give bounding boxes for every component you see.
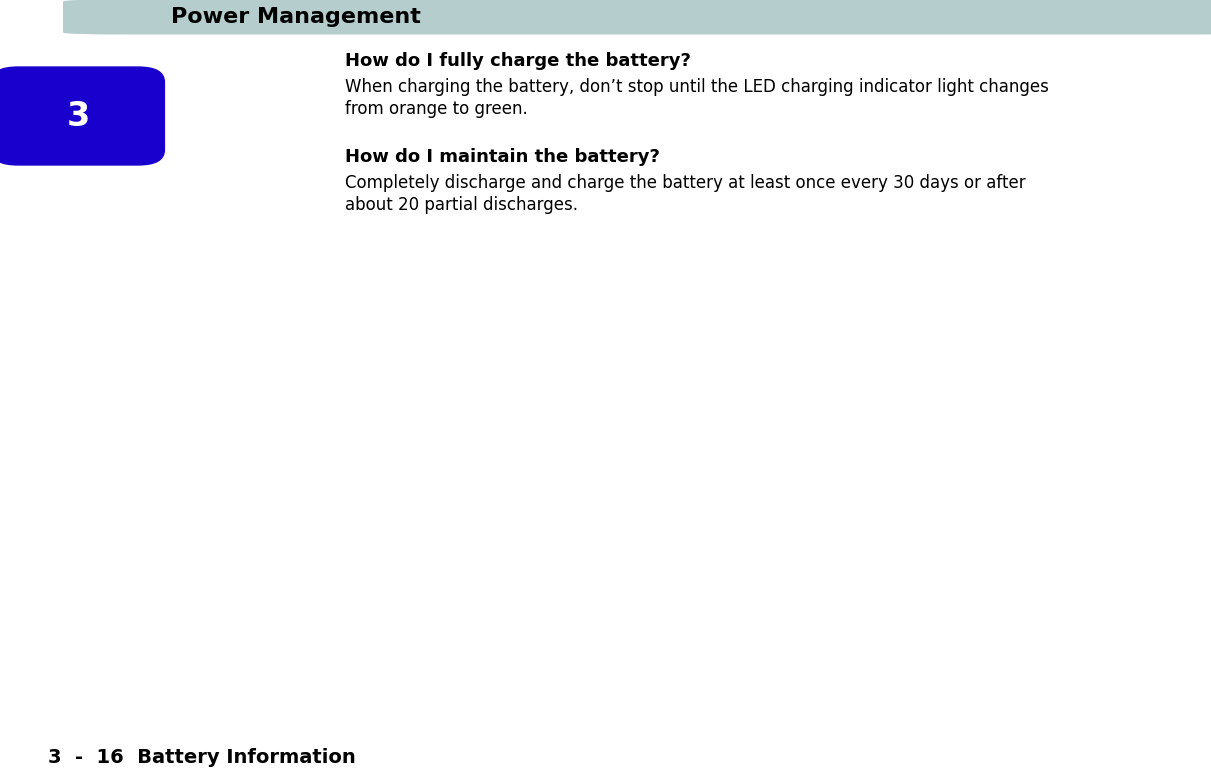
Text: about 20 partial discharges.: about 20 partial discharges. [345,196,578,214]
FancyBboxPatch shape [64,0,1211,34]
FancyBboxPatch shape [0,67,165,165]
Text: How do I fully charge the battery?: How do I fully charge the battery? [345,52,690,70]
Text: Power Management: Power Management [171,7,420,27]
Text: When charging the battery, don’t stop until the LED charging indicator light cha: When charging the battery, don’t stop un… [345,78,1049,96]
Text: Completely discharge and charge the battery at least once every 30 days or after: Completely discharge and charge the batt… [345,174,1026,192]
Text: How do I maintain the battery?: How do I maintain the battery? [345,148,660,166]
Text: 3: 3 [67,100,90,132]
Text: from orange to green.: from orange to green. [345,100,528,118]
Text: 3  -  16  Battery Information: 3 - 16 Battery Information [48,748,356,767]
